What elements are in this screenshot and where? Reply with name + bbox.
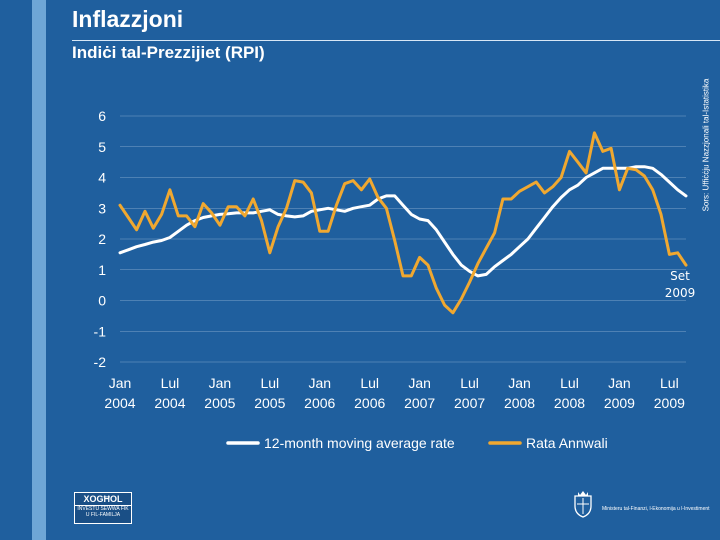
ministry-name: Ministeru tal-Finanzi, l-Ekonomija u l-I… [602,506,710,512]
x-tick-label-month: Jan [608,375,631,391]
x-tick-label-year: 2005 [254,395,285,411]
annotation-year: 2009 [665,286,696,300]
x-tick-label-month: Jan [508,375,531,391]
y-tick-label: -2 [94,354,107,370]
xoghol-logo: XOGĦOL INVESTU SEWWA FIK U FIL-FAMILJA [74,492,132,524]
x-tick-label-year: 2007 [404,395,435,411]
y-tick-label: 1 [98,262,106,278]
x-tick-label-month: Lul [560,375,579,391]
y-tick-label: 0 [98,293,106,309]
x-tick-label-month: Jan [209,375,232,391]
x-tick-label-month: Lul [161,375,180,391]
x-tick-label-year: 2008 [554,395,585,411]
x-tick-label-month: Jan [109,375,132,391]
x-tick-label-year: 2008 [504,395,535,411]
legend-label-moving-average: 12-month moving average rate [264,435,455,451]
x-tick-label-month: Jan [408,375,431,391]
y-tick-label: -1 [94,323,107,339]
x-tick-label-month: Lul [660,375,679,391]
government-crest-icon [574,491,592,518]
chart-subtitle: Indiċi tal-Prezzijiet (RPI) [72,43,265,62]
y-tick-label: 4 [98,170,106,186]
logo-main-text: XOGĦOL [75,493,131,506]
x-tick-label-month: Jan [308,375,331,391]
title-divider [72,40,720,41]
x-tick-label-year: 2004 [104,395,135,411]
legend-label-annual-rate: Rata Annwali [526,435,608,451]
y-tick-label: 6 [98,108,106,124]
y-tick-label: 3 [98,200,106,216]
x-tick-label-month: Lul [360,375,379,391]
y-tick-label: 2 [98,231,106,247]
logo-sub-text: INVESTU SEWWA FIK U FIL-FAMILJA [77,506,129,518]
x-tick-label-year: 2007 [454,395,485,411]
series-line-moving-average [118,165,688,278]
y-tick-label: 5 [98,139,106,155]
x-tick-label-year: 2009 [604,395,635,411]
x-tick-label-year: 2006 [354,395,385,411]
x-tick-label-month: Lul [260,375,279,391]
left-accent-band [32,0,46,540]
series-line-annual-rate [118,131,688,315]
page-title: Inflazzjoni [72,6,184,32]
annotation-month: Set [670,269,690,283]
x-tick-label-year: 2005 [204,395,235,411]
x-tick-label-year: 2006 [304,395,335,411]
x-tick-label-year: 2004 [154,395,185,411]
x-tick-label-year: 2009 [654,395,685,411]
x-tick-label-month: Lul [460,375,479,391]
